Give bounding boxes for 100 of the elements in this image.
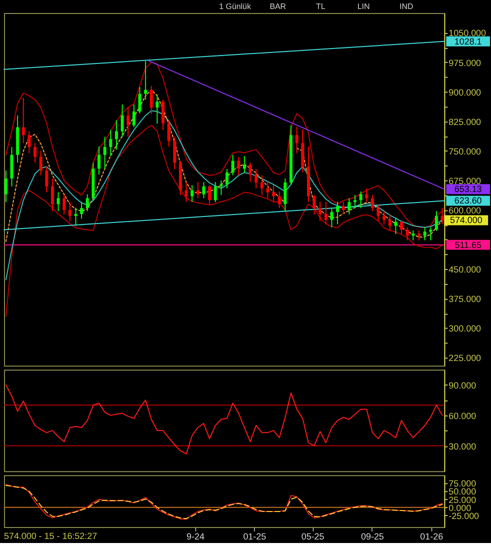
ref-line-label: 511.65 bbox=[454, 240, 482, 250]
candlestick bbox=[353, 194, 356, 209]
y-tick-label: 50.000 bbox=[448, 486, 476, 497]
text: TL bbox=[316, 2, 326, 12]
y-tick-label: 1050.000 bbox=[448, 28, 486, 38]
candlestick bbox=[22, 97, 25, 144]
y-tick-label: 300.000 bbox=[448, 324, 482, 334]
candlestick bbox=[167, 120, 170, 148]
text: IND bbox=[399, 2, 414, 12]
candlestick bbox=[318, 201, 322, 222]
candlestick bbox=[220, 180, 223, 196]
candlestick bbox=[266, 182, 270, 199]
candlestick bbox=[278, 191, 281, 209]
candlestick bbox=[4, 170, 8, 203]
candlestick bbox=[162, 99, 164, 131]
candlestick bbox=[144, 60, 148, 100]
candlestick bbox=[301, 128, 304, 173]
candlestick bbox=[417, 230, 420, 241]
data-label: 653.13 bbox=[454, 184, 482, 194]
candlestick bbox=[62, 194, 66, 215]
candlestick bbox=[295, 126, 298, 154]
y-tick-label: 750.000 bbox=[448, 146, 482, 156]
candlestick bbox=[429, 226, 432, 241]
x-tick-label: 01-25 bbox=[243, 531, 266, 542]
candlestick bbox=[388, 214, 392, 232]
y-tick-label: 375.000 bbox=[448, 294, 482, 304]
candlestick bbox=[184, 182, 188, 202]
candlestick bbox=[382, 210, 386, 225]
y-tick-label: 60.000 bbox=[448, 410, 476, 421]
candlestick bbox=[50, 178, 54, 212]
line-series bbox=[5, 384, 443, 454]
candlestick bbox=[39, 150, 42, 176]
candlestick bbox=[214, 182, 217, 203]
x-tick-label: 05-25 bbox=[301, 531, 324, 542]
candlestick bbox=[342, 201, 345, 215]
candlestick bbox=[28, 130, 31, 154]
candlestick bbox=[242, 156, 246, 174]
candlestick bbox=[248, 162, 252, 183]
y-tick-label: 975.000 bbox=[448, 58, 482, 68]
line-series bbox=[5, 124, 443, 317]
candlestick bbox=[56, 192, 60, 212]
data-label: 623.60 bbox=[454, 196, 482, 206]
candlestick bbox=[231, 154, 234, 176]
candlestick bbox=[196, 182, 200, 199]
candlestick bbox=[126, 106, 130, 138]
candlestick bbox=[237, 156, 240, 176]
candlestick bbox=[370, 194, 374, 212]
candlestick bbox=[114, 120, 118, 150]
text: BAR bbox=[270, 2, 286, 12]
candlestick bbox=[348, 198, 351, 215]
candlestick bbox=[284, 178, 287, 212]
candlestick bbox=[324, 201, 328, 225]
candlestick bbox=[80, 201, 84, 220]
data-label: 1028.1 bbox=[454, 36, 482, 46]
x-tick-label: 9-24 bbox=[186, 531, 204, 542]
candlestick bbox=[260, 174, 264, 196]
candlestick bbox=[98, 146, 100, 176]
candlestick bbox=[74, 207, 78, 226]
candlestick bbox=[312, 194, 316, 215]
candlestick bbox=[10, 146, 14, 187]
y-tick-label: 25.000 bbox=[448, 494, 476, 505]
y-tick-label: 600.000 bbox=[448, 206, 482, 216]
y-tick-label: 675.000 bbox=[448, 176, 482, 186]
candlestick bbox=[208, 185, 212, 206]
candlestick bbox=[423, 226, 426, 241]
candlestick bbox=[138, 86, 142, 114]
candlestick bbox=[173, 136, 176, 170]
candlestick bbox=[120, 104, 124, 138]
y-tick-label: 450.000 bbox=[448, 264, 482, 275]
candlestick bbox=[156, 94, 159, 124]
candlestick bbox=[406, 226, 409, 241]
candlestick bbox=[132, 104, 136, 128]
candlestick bbox=[190, 184, 194, 202]
text: LIN bbox=[357, 2, 370, 12]
x-tick-label: 01-26 bbox=[420, 531, 444, 542]
y-tick-label: 900.000 bbox=[448, 87, 482, 98]
candlestick bbox=[412, 230, 415, 241]
y-tick-label: -25.000 bbox=[448, 510, 480, 521]
y-tick-label: 30.000 bbox=[448, 441, 476, 452]
candlestick bbox=[254, 168, 258, 189]
candlestick bbox=[434, 210, 438, 232]
candlestick bbox=[109, 130, 112, 157]
y-tick-label: 825.000 bbox=[448, 116, 482, 127]
candlestick bbox=[226, 168, 228, 189]
text: 1 Günlük bbox=[219, 2, 251, 12]
y-tick-label: 0.000 bbox=[448, 502, 472, 513]
y-tick-label: 75.000 bbox=[448, 478, 476, 489]
y-tick-label: 90.000 bbox=[448, 380, 476, 390]
y-tick-label: 225.000 bbox=[448, 353, 482, 364]
candlestick bbox=[359, 191, 362, 209]
candlestick bbox=[68, 201, 72, 222]
candlestick bbox=[86, 194, 89, 212]
candlestick bbox=[150, 85, 153, 114]
x-tick-label: 09-25 bbox=[361, 531, 384, 542]
candlestick bbox=[103, 136, 106, 170]
candlestick bbox=[394, 217, 398, 235]
candlestick bbox=[330, 208, 334, 228]
annotation: 574.000 bbox=[450, 215, 482, 226]
candlestick bbox=[202, 182, 206, 199]
candlestick bbox=[336, 201, 340, 225]
